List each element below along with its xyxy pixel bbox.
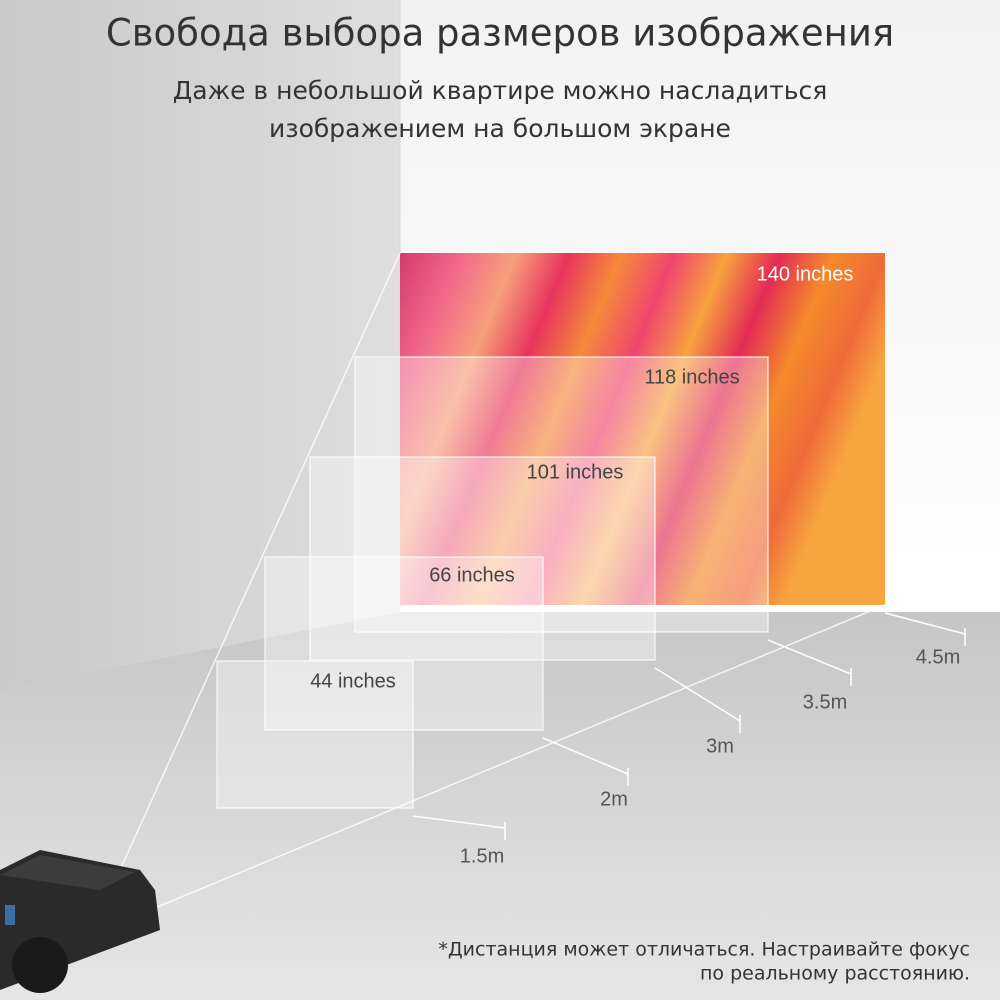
- screen-outline: [309, 456, 656, 661]
- distance-label: 3.5m: [803, 691, 847, 713]
- screen-outline: [264, 556, 544, 731]
- distance-line: [654, 667, 741, 722]
- subtitle: Даже в небольшой квартире можно насладит…: [173, 76, 828, 105]
- screen-size: 118 inches: [644, 366, 739, 388]
- projector: [0, 850, 160, 993]
- distance-label: 4.5m: [916, 646, 960, 668]
- distance-label: 1.5m: [460, 845, 504, 867]
- distance-line: [412, 815, 506, 829]
- title: Свобода выбора размеров изображения: [106, 12, 894, 55]
- screens: 140 inches 4.5m 118 inches 3.5m 101 inches 3m…: [216, 263, 966, 867]
- screen-outline: [216, 660, 414, 809]
- distance-label: 3m: [706, 735, 734, 757]
- screen-size: 44 inches: [310, 670, 396, 692]
- distance-label: 2m: [600, 788, 628, 810]
- distance-line: [884, 612, 966, 635]
- beams: [119, 252, 886, 911]
- screen-size: 101 inches: [527, 461, 624, 483]
- footnote: *Дистанция может отличаться. Настраивайт…: [438, 939, 970, 961]
- distance-line: [767, 639, 852, 675]
- screen-size: 140 inches: [757, 263, 854, 285]
- subtitle: изображением на большом экране: [269, 114, 731, 143]
- screen-outline: [354, 356, 769, 633]
- distance-line: [542, 737, 629, 775]
- screen-size: 66 inches: [429, 564, 515, 586]
- floor: [0, 612, 1000, 1000]
- projected-image: [400, 253, 885, 605]
- left-wall: [0, 0, 400, 690]
- footnote: по реальному расстоянию.: [700, 963, 970, 985]
